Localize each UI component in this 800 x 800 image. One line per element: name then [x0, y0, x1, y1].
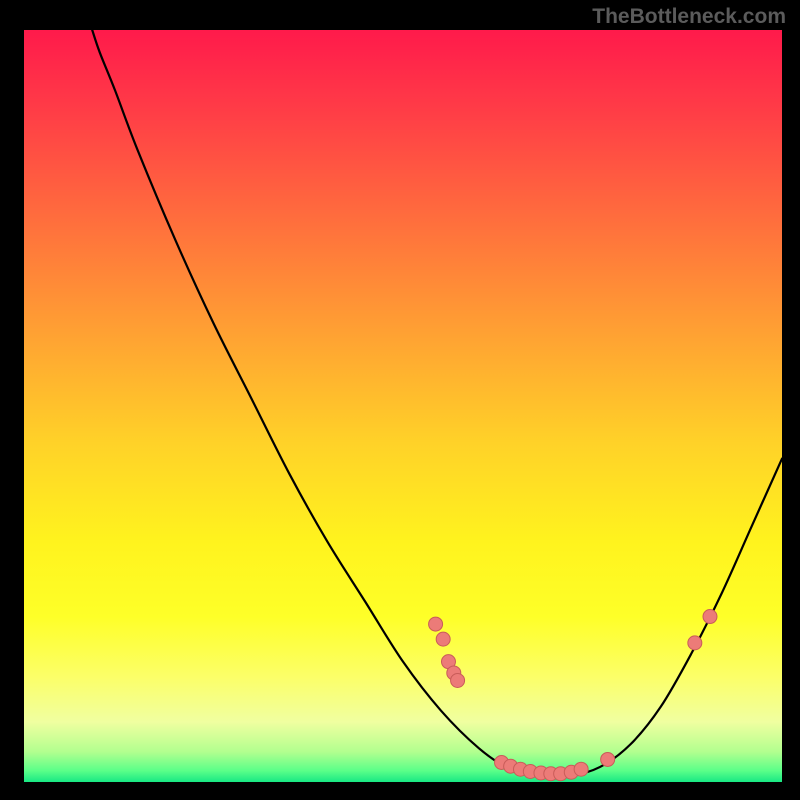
data-marker — [429, 617, 443, 631]
data-marker — [601, 752, 615, 766]
data-marker — [688, 636, 702, 650]
data-marker — [451, 673, 465, 687]
data-marker — [703, 610, 717, 624]
bottleneck-curve — [24, 30, 782, 782]
plot-area — [24, 30, 782, 782]
data-marker — [436, 632, 450, 646]
chart-container: TheBottleneck.com — [0, 0, 800, 800]
watermark-text: TheBottleneck.com — [592, 5, 786, 29]
data-marker — [574, 762, 588, 776]
curve-path — [92, 30, 782, 777]
